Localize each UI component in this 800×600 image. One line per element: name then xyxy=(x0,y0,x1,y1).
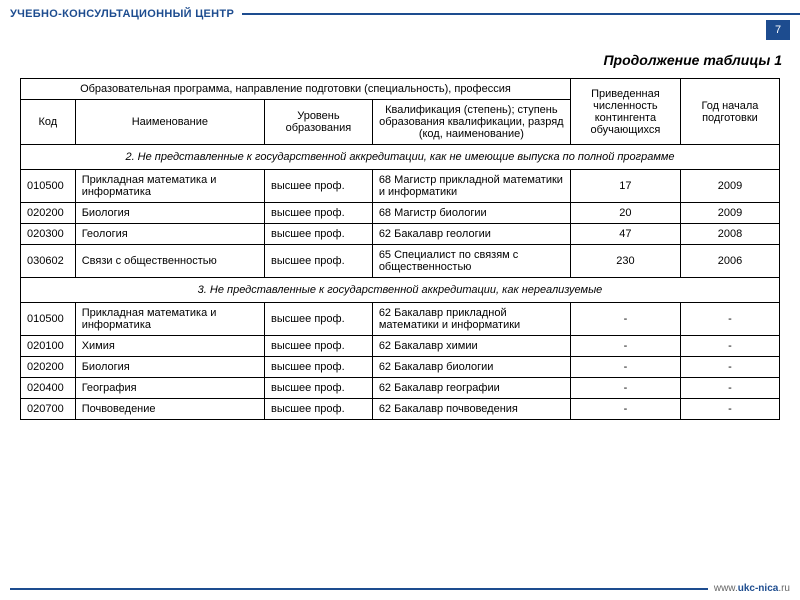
cell-count: - xyxy=(570,357,680,378)
cell-year: - xyxy=(680,303,779,336)
super-header: Образовательная программа, направление п… xyxy=(21,79,571,100)
cell-year: 2009 xyxy=(680,203,779,224)
cell-count: 20 xyxy=(570,203,680,224)
cell-kod: 020700 xyxy=(21,399,76,420)
cell-qual: 62 Бакалавр химии xyxy=(372,336,570,357)
cell-level: высшее проф. xyxy=(264,303,372,336)
cell-kod: 010500 xyxy=(21,170,76,203)
cell-level: высшее проф. xyxy=(264,245,372,278)
cell-count: - xyxy=(570,336,680,357)
table-row: 020300 Геология высшее проф. 62 Бакалавр… xyxy=(21,224,780,245)
header-title: УЧЕБНО-КОНСУЛЬТАЦИОННЫЙ ЦЕНТР xyxy=(10,8,234,20)
cell-level: высшее проф. xyxy=(264,224,372,245)
cell-kod: 020100 xyxy=(21,336,76,357)
cell-name: География xyxy=(75,378,264,399)
cell-count: - xyxy=(570,378,680,399)
header-line xyxy=(242,13,800,15)
cell-qual: 68 Магистр биологии xyxy=(372,203,570,224)
cell-count: 17 xyxy=(570,170,680,203)
table-row: 010500 Прикладная математика и информати… xyxy=(21,303,780,336)
cell-level: высшее проф. xyxy=(264,203,372,224)
cell-count: 47 xyxy=(570,224,680,245)
cell-qual: 62 Бакалавр прикладной математики и инфо… xyxy=(372,303,570,336)
cell-count: 230 xyxy=(570,245,680,278)
section-2-title: 2. Не представленные к государственной а… xyxy=(21,145,780,170)
cell-year: - xyxy=(680,399,779,420)
cell-year: - xyxy=(680,378,779,399)
cell-year: 2006 xyxy=(680,245,779,278)
footer-url: www.ukc-nica.ru xyxy=(714,583,790,594)
footer-bar: www.ukc-nica.ru xyxy=(10,583,790,594)
cell-name: Связи с общественностью xyxy=(75,245,264,278)
cell-level: высшее проф. xyxy=(264,170,372,203)
table-row: 020400 География высшее проф. 62 Бакалав… xyxy=(21,378,780,399)
table-row: 010500 Прикладная математика и информати… xyxy=(21,170,780,203)
col-kod: Код xyxy=(21,100,76,145)
cell-qual: 62 Бакалавр почвоведения xyxy=(372,399,570,420)
cell-kod: 020400 xyxy=(21,378,76,399)
table-row: 030602 Связи с общественностью высшее пр… xyxy=(21,245,780,278)
cell-kod: 020300 xyxy=(21,224,76,245)
cell-count: - xyxy=(570,399,680,420)
table-row: 020100 Химия высшее проф. 62 Бакалавр хи… xyxy=(21,336,780,357)
cell-kod: 020200 xyxy=(21,357,76,378)
cell-kod: 020200 xyxy=(21,203,76,224)
footer-prefix: www. xyxy=(714,583,738,594)
header-bar: УЧЕБНО-КОНСУЛЬТАЦИОННЫЙ ЦЕНТР xyxy=(0,0,800,24)
cell-kod: 010500 xyxy=(21,303,76,336)
cell-name: Почвоведение xyxy=(75,399,264,420)
cell-kod: 030602 xyxy=(21,245,76,278)
cell-name: Биология xyxy=(75,357,264,378)
col-count: Приведенная численность контингента обуч… xyxy=(570,79,680,145)
cell-qual: 62 Бакалавр геологии xyxy=(372,224,570,245)
cell-qual: 65 Специалист по связям с общественность… xyxy=(372,245,570,278)
cell-name: Химия xyxy=(75,336,264,357)
col-qual: Квалификация (степень); ступень образова… xyxy=(372,100,570,145)
col-name: Наименование xyxy=(75,100,264,145)
cell-qual: 62 Бакалавр биологии xyxy=(372,357,570,378)
cell-name: Биология xyxy=(75,203,264,224)
col-level: Уровень образования xyxy=(264,100,372,145)
table-row: 020200 Биология высшее проф. 68 Магистр … xyxy=(21,203,780,224)
cell-name: Геология xyxy=(75,224,264,245)
page-number-badge: 7 xyxy=(766,20,790,40)
cell-qual: 62 Бакалавр географии xyxy=(372,378,570,399)
cell-level: высшее проф. xyxy=(264,399,372,420)
footer-tld: .ru xyxy=(778,583,790,594)
footer-domain: ukc-nica xyxy=(738,583,779,594)
section-3-title: 3. Не представленные к государственной а… xyxy=(21,278,780,303)
cell-name: Прикладная математика и информатика xyxy=(75,170,264,203)
cell-year: 2009 xyxy=(680,170,779,203)
table-row: 020200 Биология высшее проф. 62 Бакалавр… xyxy=(21,357,780,378)
table-row: 020700 Почвоведение высшее проф. 62 Бака… xyxy=(21,399,780,420)
education-table: Образовательная программа, направление п… xyxy=(20,78,780,420)
cell-year: - xyxy=(680,357,779,378)
cell-level: высшее проф. xyxy=(264,378,372,399)
cell-level: высшее проф. xyxy=(264,336,372,357)
cell-level: высшее проф. xyxy=(264,357,372,378)
cell-count: - xyxy=(570,303,680,336)
cell-qual: 68 Магистр прикладной математики и инфор… xyxy=(372,170,570,203)
footer-line xyxy=(10,588,708,590)
cell-name: Прикладная математика и информатика xyxy=(75,303,264,336)
cell-year: - xyxy=(680,336,779,357)
col-year: Год начала подготовки xyxy=(680,79,779,145)
cell-year: 2008 xyxy=(680,224,779,245)
continuation-title: Продолжение таблицы 1 xyxy=(0,52,782,68)
